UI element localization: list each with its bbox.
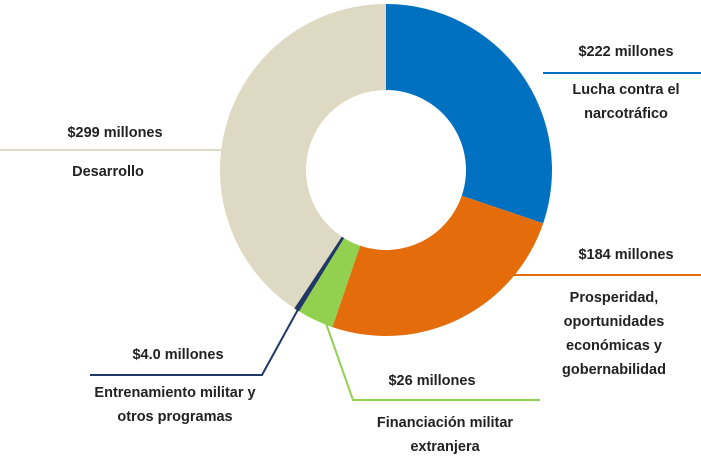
value-label: $222 millones: [578, 44, 674, 60]
donut-slice: [219, 4, 386, 309]
value-label: $299 millones: [67, 125, 163, 141]
value-label: $26 millones: [388, 373, 476, 389]
donut-slice: [299, 238, 361, 328]
category-label: Financiación militar extranjera: [376, 415, 514, 455]
category-label: Entrenamiento militar y otros programas: [94, 385, 256, 425]
value-label: $184 millones: [578, 247, 674, 263]
donut-slice: [386, 4, 552, 224]
category-label: Desarrollo: [72, 164, 144, 180]
leader-line: [90, 303, 302, 376]
value-label: $4.0 millones: [132, 347, 224, 363]
donut-slice: [332, 195, 544, 336]
category-label: Lucha contra el narcotráfico: [572, 82, 680, 122]
category-label: Prosperidad, oportunidades económicas y …: [562, 290, 666, 378]
leader-line: [321, 311, 540, 401]
donut-slice: [294, 236, 345, 312]
